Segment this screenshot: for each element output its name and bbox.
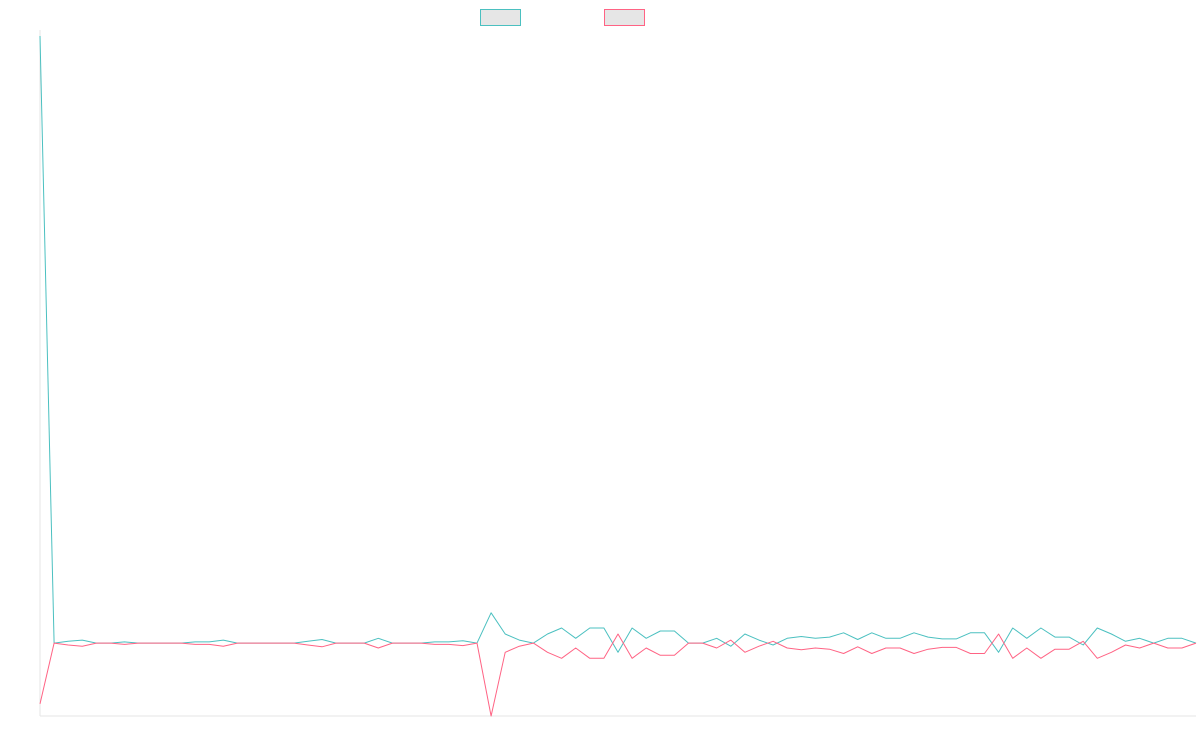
series-layer [39,35,1197,717]
legend-swatch-series-2[interactable] [604,9,645,26]
legend-swatch-series-1[interactable] [480,9,521,26]
series-line-1 [39,35,1197,653]
legend [480,9,645,26]
series-line-2 [39,633,1197,717]
